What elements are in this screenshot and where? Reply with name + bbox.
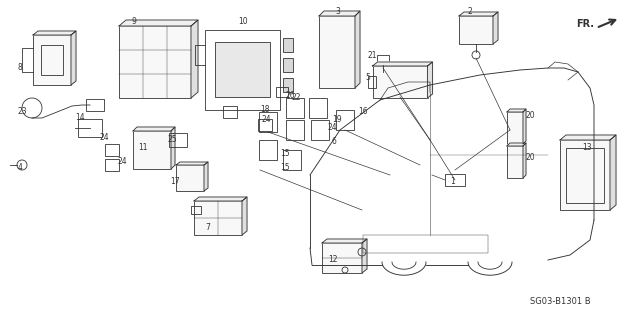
Polygon shape <box>33 31 76 35</box>
Bar <box>78 119 102 137</box>
Polygon shape <box>523 109 526 144</box>
Bar <box>283 58 293 72</box>
Polygon shape <box>355 11 360 88</box>
Bar <box>259 112 277 132</box>
Bar <box>286 98 304 118</box>
Text: 21: 21 <box>368 50 378 60</box>
Bar <box>368 76 376 88</box>
Bar <box>283 38 293 52</box>
Polygon shape <box>523 143 526 178</box>
Text: 15: 15 <box>280 149 290 158</box>
Text: 19: 19 <box>332 115 342 124</box>
Bar <box>507 146 523 178</box>
Text: 10: 10 <box>238 18 248 26</box>
Polygon shape <box>191 20 198 98</box>
Text: 14: 14 <box>75 114 84 122</box>
Text: 7: 7 <box>205 224 210 233</box>
Text: 11: 11 <box>138 144 147 152</box>
Text: 3: 3 <box>335 8 340 17</box>
Text: 25: 25 <box>168 136 178 145</box>
Text: SG03-B1301 B: SG03-B1301 B <box>530 298 591 307</box>
Text: 4: 4 <box>18 164 23 173</box>
Text: 2: 2 <box>468 8 473 17</box>
Text: 20: 20 <box>525 110 534 120</box>
Text: 24: 24 <box>118 158 127 167</box>
Bar <box>33 35 71 85</box>
Bar <box>223 106 237 118</box>
Polygon shape <box>171 127 175 169</box>
Bar <box>119 26 191 98</box>
Bar <box>336 110 354 130</box>
Bar <box>194 201 242 235</box>
Polygon shape <box>176 162 208 165</box>
Bar <box>105 144 119 156</box>
Polygon shape <box>194 197 247 201</box>
Bar <box>205 30 280 110</box>
Polygon shape <box>507 109 526 112</box>
Text: 16: 16 <box>358 108 367 116</box>
Bar <box>459 16 493 44</box>
Bar <box>215 42 270 97</box>
Bar <box>191 206 201 214</box>
Bar <box>259 140 277 160</box>
Text: 5: 5 <box>365 73 370 83</box>
Bar <box>311 120 329 140</box>
Bar <box>176 165 204 191</box>
Bar <box>283 78 293 92</box>
Bar <box>41 45 63 75</box>
Polygon shape <box>372 62 433 66</box>
Text: 24: 24 <box>328 123 338 132</box>
Bar <box>276 87 288 97</box>
Text: 17: 17 <box>170 177 180 187</box>
Polygon shape <box>242 197 247 235</box>
Polygon shape <box>560 135 616 140</box>
Polygon shape <box>322 239 367 243</box>
Bar <box>560 140 610 210</box>
Polygon shape <box>362 239 367 273</box>
Text: 20: 20 <box>525 153 534 162</box>
Bar <box>445 174 465 186</box>
Bar <box>319 16 355 88</box>
Text: 18: 18 <box>260 106 269 115</box>
Bar <box>133 131 171 169</box>
Text: 1: 1 <box>450 177 455 187</box>
Text: 8: 8 <box>18 63 23 72</box>
Polygon shape <box>493 12 498 44</box>
Polygon shape <box>428 62 433 98</box>
Polygon shape <box>133 127 175 131</box>
Bar <box>86 99 104 111</box>
Polygon shape <box>119 20 198 26</box>
Bar <box>105 159 119 171</box>
Text: 24: 24 <box>262 115 271 124</box>
Text: 26: 26 <box>285 91 294 100</box>
Bar <box>258 119 272 131</box>
Text: 6: 6 <box>332 137 337 146</box>
Bar <box>377 55 389 65</box>
Polygon shape <box>507 143 526 146</box>
Text: 24: 24 <box>100 133 109 143</box>
Bar <box>507 112 523 144</box>
Polygon shape <box>204 162 208 191</box>
Polygon shape <box>71 31 76 85</box>
Bar <box>322 243 362 273</box>
Text: 15: 15 <box>280 164 290 173</box>
Text: 23: 23 <box>18 108 28 116</box>
Text: 12: 12 <box>328 256 337 264</box>
Bar <box>309 98 327 118</box>
Text: 13: 13 <box>582 144 591 152</box>
Polygon shape <box>319 11 360 16</box>
Polygon shape <box>459 12 498 16</box>
Text: 9: 9 <box>132 18 137 26</box>
Bar <box>363 235 488 253</box>
Bar <box>283 150 301 170</box>
Bar <box>169 133 187 147</box>
Bar <box>286 120 304 140</box>
Text: FR.: FR. <box>576 19 594 29</box>
Bar <box>566 147 604 203</box>
Polygon shape <box>610 135 616 210</box>
Bar <box>372 66 428 98</box>
Text: 22: 22 <box>292 93 301 102</box>
